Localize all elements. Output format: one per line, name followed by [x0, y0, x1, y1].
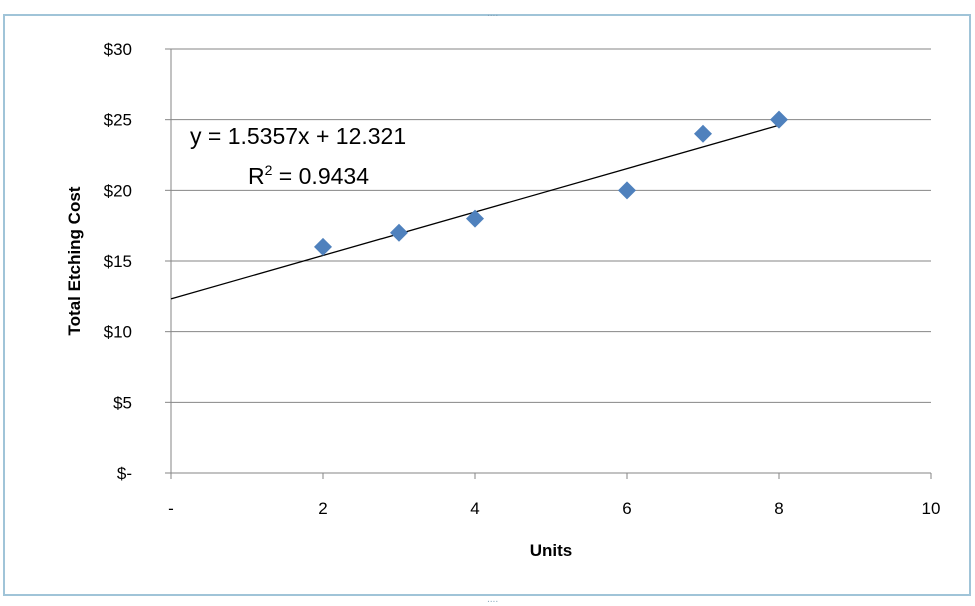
data-point [314, 237, 332, 256]
data-point [466, 209, 484, 228]
x-tick-label: 4 [470, 499, 479, 518]
y-tick-label: $15 [104, 252, 132, 271]
chart-border [3, 14, 971, 596]
top-resize-handle[interactable]: ∙∙∙∙ [487, 10, 498, 21]
y-tick-label: $25 [104, 111, 132, 130]
x-tick-label: 6 [622, 499, 631, 518]
trendline-equation: y = 1.5357x + 12.321 [190, 123, 406, 149]
data-point [390, 223, 408, 242]
x-tick-label: 2 [318, 499, 327, 518]
x-tick-label: 8 [774, 499, 783, 518]
data-point [770, 110, 788, 129]
gridlines [171, 48, 931, 403]
y-tick-label: $20 [104, 181, 132, 200]
x-axis-title: Units [530, 541, 573, 560]
y-tick-label: $5 [113, 393, 132, 412]
axes [165, 48, 932, 479]
r-squared-label: R2 = 0.9434 [248, 162, 369, 189]
bottom-resize-handle[interactable]: ∙∙∙∙ [487, 596, 498, 606]
r-squared-value: = 0.9434 [272, 163, 369, 189]
y-axis-title: Total Etching Cost [65, 186, 84, 335]
x-tick-label: 10 [922, 499, 941, 518]
x-tick-label: - [168, 499, 174, 518]
r-squared-superscript: 2 [265, 162, 273, 178]
data-point [618, 181, 636, 200]
y-tick-label: $- [117, 464, 132, 483]
x-tick-labels: - 2 4 6 8 10 [168, 499, 940, 518]
data-point [694, 124, 712, 143]
y-tick-labels: $- $5 $10 $15 $20 $25 $30 [104, 40, 132, 483]
y-tick-label: $30 [104, 40, 132, 59]
r-squared-prefix: R [248, 163, 265, 189]
y-tick-label: $10 [104, 323, 132, 342]
data-series [314, 110, 788, 256]
